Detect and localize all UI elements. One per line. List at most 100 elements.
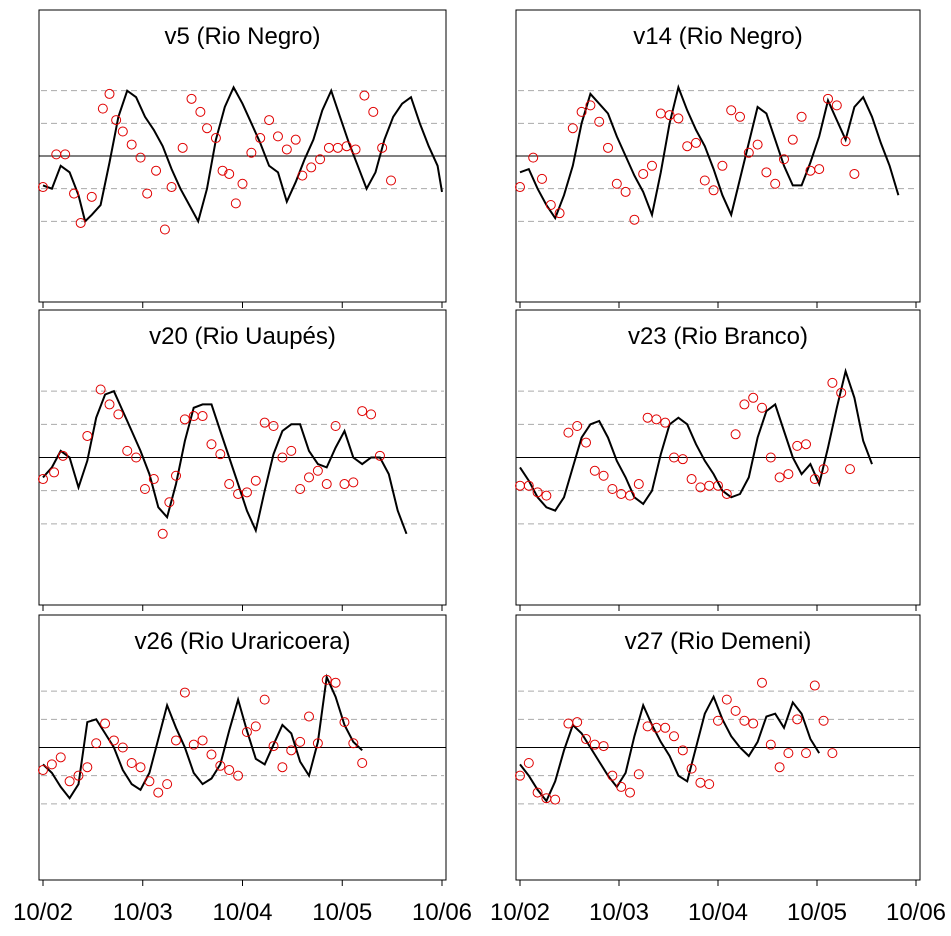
data-point [206,749,217,760]
data-point [567,123,578,134]
data-point [224,168,235,179]
data-point [295,736,306,747]
data-point [616,781,627,792]
data-point [197,411,208,422]
data-point [845,464,855,475]
data-point [743,147,754,158]
data-point [179,414,190,425]
data-point [202,123,213,134]
data-point [783,469,794,480]
data-point [357,757,368,768]
data-point [171,470,181,481]
data-point [642,721,653,732]
data-point [321,479,332,490]
x-tick-label: 10/06 [886,899,946,926]
data-point [97,103,108,114]
data-point [139,484,150,495]
data-point [142,188,153,199]
data-point [625,490,635,501]
data-point [515,770,525,781]
data-point [188,739,199,750]
data-point [545,200,556,210]
data-point [255,133,266,144]
data-point [250,721,261,732]
data-point [259,694,270,705]
data-point [224,479,235,490]
data-point [230,198,241,209]
data-point [677,745,688,756]
data-point [704,480,715,491]
data-point [277,762,288,773]
data-point [528,152,539,163]
x-tick-label: 10/04 [688,899,748,926]
data-point [739,399,750,410]
data-point [323,142,334,153]
panel-title: v26 (Rio Uraricoera) [134,628,350,655]
panel-title: v20 (Rio Uaupés) [149,323,336,350]
data-point [272,131,283,142]
data-point [64,776,75,787]
data-point [286,745,297,756]
data-point [69,188,80,199]
data-point [117,742,128,753]
data-point [611,178,622,189]
data-point [779,154,789,165]
data-point [224,765,235,776]
data-point [655,108,666,119]
data-point [704,779,715,790]
data-point [809,474,820,485]
data-point [735,111,745,122]
data-point [210,133,221,144]
data-point [801,748,811,759]
data-point [713,480,723,491]
data-point [330,677,341,688]
data-point [823,93,833,104]
data-point [682,141,693,152]
data-point [581,734,591,745]
data-point [126,139,137,150]
data-point [237,178,248,189]
x-tick-label: 10/03 [113,899,173,926]
data-point [179,687,190,698]
data-point [774,472,785,483]
data-point [104,88,115,99]
x-tick-label: 10/05 [787,899,847,926]
data-point [563,427,574,438]
data-point [809,680,820,691]
data-point [721,488,732,499]
data-point [717,160,728,171]
data-point [312,738,323,749]
data-point [840,136,851,147]
series-line [42,85,443,224]
data-point [91,738,102,749]
data-point [135,152,146,163]
data-point [629,214,640,225]
data-point [157,528,168,539]
data-point [46,759,57,770]
data-point [638,168,649,179]
data-point [515,480,525,491]
data-point [246,147,257,158]
panel-title: v23 (Rio Branco) [628,323,808,350]
data-point [673,113,684,124]
data-point [532,787,543,798]
data-point [620,186,631,197]
data-point [38,474,48,485]
x-tick-label: 10/06 [412,899,472,926]
panel-3: v20 (Rio Uaupés) [38,309,447,611]
data-point [304,711,314,722]
data-point [625,787,635,798]
data-point [801,439,811,450]
data-point [164,497,175,508]
data-point [368,106,379,117]
data-point [647,160,657,171]
data-point [563,718,574,729]
data-point [761,167,772,178]
data-point [122,445,133,456]
data-point [386,175,397,186]
data-point [195,106,206,117]
data-point [739,715,750,726]
data-point [554,208,565,219]
data-point [186,93,197,104]
data-point [633,479,644,490]
